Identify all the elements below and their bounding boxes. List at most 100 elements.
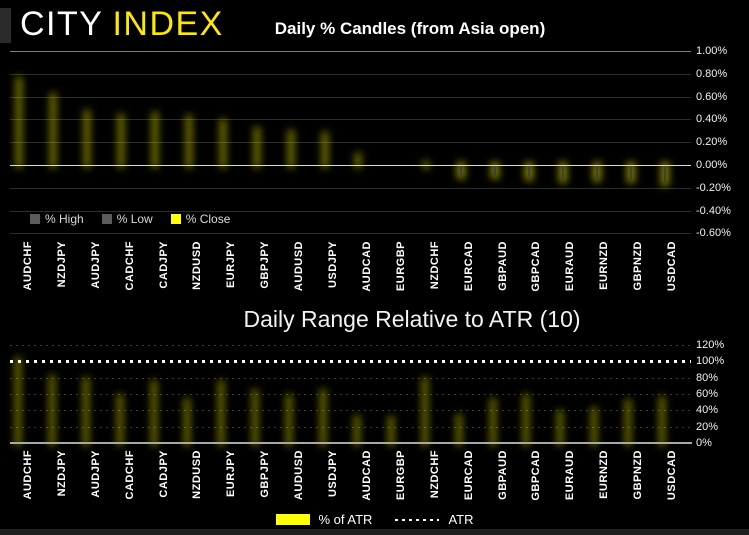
dotted-grid-line: [10, 378, 691, 379]
category-label: AUDCHF: [22, 450, 34, 499]
grid-line: [10, 233, 691, 234]
bottom-chart-title: Daily Range Relative to ATR (10): [92, 306, 732, 333]
high-swatch: [30, 214, 40, 224]
close-bar: [460, 165, 462, 176]
close-bar: [494, 165, 496, 176]
category-label: GBPNZD: [632, 241, 644, 290]
close-swatch: [171, 214, 181, 224]
category-label: EURCAD: [463, 450, 475, 500]
dotted-grid-line: [10, 427, 691, 428]
category-label: NZDUSD: [191, 241, 203, 290]
atr-dotted-line: [10, 360, 691, 363]
grid-line: [10, 142, 691, 143]
bottom-chart-plot: [12, 345, 690, 443]
top-chart-legend: % High % Low % Close: [30, 212, 230, 226]
grid-line: [10, 188, 691, 189]
corner-block: [0, 8, 11, 43]
atr-bar-swatch: [276, 514, 310, 525]
legend-label-high: % High: [45, 212, 84, 226]
category-label: EURAUD: [564, 450, 576, 500]
low-swatch: [102, 214, 112, 224]
category-label: USDCAD: [666, 450, 678, 500]
category-label: EURJPY: [225, 241, 237, 288]
category-label: AUDJPY: [90, 241, 102, 289]
category-label: GBPNZD: [632, 450, 644, 499]
bottom-chart-legend: % of ATR ATR: [0, 512, 749, 527]
category-label: NZDCHF: [429, 241, 441, 289]
category-label: USDCAD: [666, 241, 678, 291]
category-label: AUDCAD: [361, 241, 373, 292]
category-label: GBPJPY: [259, 450, 271, 498]
y-axis-tick-label: -0.40%: [696, 205, 731, 217]
category-label: GBPAUD: [497, 241, 509, 291]
category-label: NZDCHF: [429, 450, 441, 498]
y-axis-tick-label: -0.60%: [696, 227, 731, 239]
category-label: CADCHF: [124, 450, 136, 499]
category-label: EURNZD: [598, 241, 610, 290]
close-bar: [596, 165, 598, 179]
atr-line-swatch: [395, 519, 439, 521]
grid-line: [10, 74, 691, 75]
close-bar: [528, 165, 530, 178]
category-label: AUDCHF: [22, 241, 34, 290]
y-axis-tick-label: 0.20%: [696, 136, 727, 148]
category-label: AUDJPY: [90, 450, 102, 498]
y-axis-tick-label: 80%: [696, 372, 718, 384]
legend-label-close: % Close: [186, 212, 231, 226]
close-bar: [664, 165, 666, 183]
y-axis-tick-label: 0.60%: [696, 91, 727, 103]
dotted-grid-line: [10, 345, 691, 346]
dotted-grid-line: [10, 394, 691, 395]
category-label: GBPCAD: [530, 241, 542, 292]
category-label: EURJPY: [225, 450, 237, 497]
y-axis-tick-label: 0%: [696, 437, 712, 449]
grid-line: [10, 119, 691, 120]
legend-label-pct-atr: % of ATR: [319, 512, 373, 527]
top-chart-x-labels: AUDCHF NZDJPY AUDJPY CADCHF CADJPY NZDUSD EURJ…: [0, 241, 749, 305]
legend-label-atr: ATR: [448, 512, 473, 527]
y-axis-tick-label: 0.00%: [696, 159, 727, 171]
category-label: GBPCAD: [530, 450, 542, 501]
bottom-strip: [0, 529, 749, 535]
fx-dashboard: CITYINDEX Daily % Candles (from Asia ope…: [0, 0, 749, 535]
category-label: EURGBP: [395, 450, 407, 500]
legend-item-low: % Low: [102, 212, 153, 226]
logo-city-text: CITY: [20, 5, 103, 43]
category-label: GBPJPY: [259, 241, 271, 289]
y-axis-tick-label: -0.20%: [696, 182, 731, 194]
close-bar: [630, 165, 632, 180]
category-label: EURCAD: [463, 241, 475, 291]
category-label: USDJPY: [327, 450, 339, 497]
category-label: NZDJPY: [56, 450, 68, 496]
y-axis-tick-label: 120%: [696, 339, 724, 351]
category-label: NZDUSD: [191, 450, 203, 499]
category-label: EURGBP: [395, 241, 407, 291]
category-label: AUDUSD: [293, 450, 305, 500]
dotted-grid-line: [10, 410, 691, 411]
category-label: NZDJPY: [56, 241, 68, 287]
top-chart-title: Daily % Candles (from Asia open): [160, 19, 660, 39]
category-label: USDJPY: [327, 241, 339, 288]
category-label: CADJPY: [158, 241, 170, 289]
y-axis-tick-label: 1.00%: [696, 45, 727, 57]
legend-item-high: % High: [30, 212, 84, 226]
y-axis-tick-label: 60%: [696, 388, 718, 400]
y-axis-tick-label: 100%: [696, 355, 724, 367]
y-axis-tick-label: 0.80%: [696, 68, 727, 80]
y-axis-tick-label: 40%: [696, 404, 718, 416]
category-label: EURNZD: [598, 450, 610, 499]
bottom-chart-axis-line: [10, 442, 692, 444]
grid-line: [10, 165, 691, 166]
y-axis-tick-label: 20%: [696, 421, 718, 433]
category-label: GBPAUD: [497, 450, 509, 500]
category-label: CADJPY: [158, 450, 170, 498]
category-label: CADCHF: [124, 241, 136, 290]
category-label: EURAUD: [564, 241, 576, 291]
y-axis-tick-label: 0.40%: [696, 113, 727, 125]
category-label: AUDCAD: [361, 450, 373, 501]
grid-line: [10, 51, 691, 52]
bottom-chart-x-labels: AUDCHF NZDJPY AUDJPY CADCHF CADJPY NZDUSD EURJ…: [0, 450, 749, 514]
top-chart-plot: [12, 51, 690, 234]
close-bar: [562, 165, 564, 180]
legend-label-low: % Low: [117, 212, 153, 226]
